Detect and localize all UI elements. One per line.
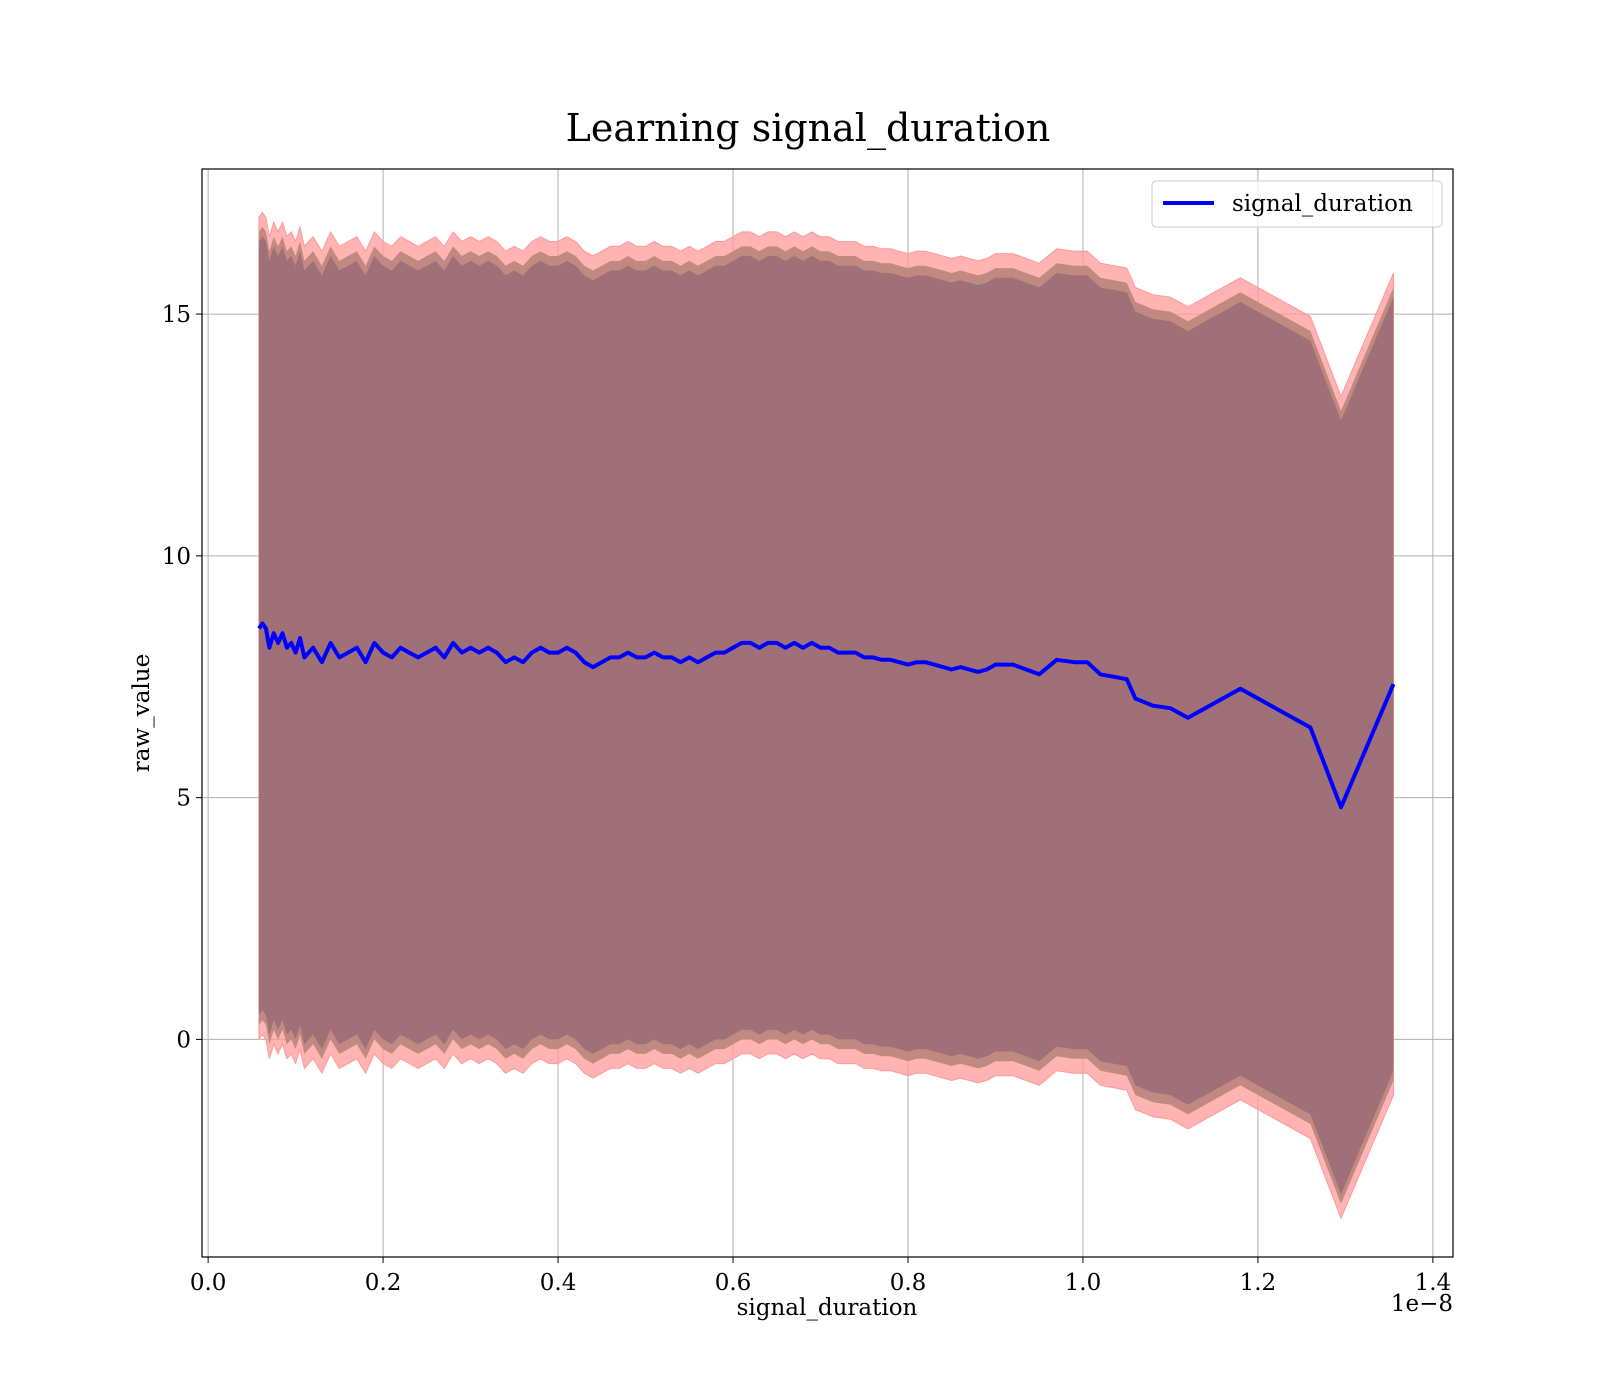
chart-title: Learning signal_duration — [566, 106, 1051, 151]
x-tick-label: 0.4 — [540, 1270, 577, 1296]
series-lines — [257, 621, 1396, 810]
y-tick-label: 10 — [162, 544, 191, 570]
legend-label: signal_duration — [1232, 191, 1413, 217]
x-tick-label: 1.0 — [1065, 1270, 1102, 1296]
x-tick-label: 1.4 — [1415, 1270, 1452, 1296]
x-tick-label: 0.8 — [890, 1270, 927, 1296]
confidence-bands — [258, 211, 1394, 1220]
x-tick-label: 0.0 — [190, 1270, 227, 1296]
y-axis-ticks: 0 5 10 15 — [162, 302, 202, 1053]
y-tick-label: 15 — [162, 302, 191, 328]
plot-frame — [201, 168, 1454, 1258]
y-tick-label: 5 — [176, 786, 191, 812]
y-tick-label: 0 — [176, 1027, 191, 1053]
x-tick-label: 0.2 — [365, 1270, 402, 1296]
x-tick-label: 0.6 — [715, 1270, 752, 1296]
legend: signal_duration — [1151, 180, 1443, 228]
x-axis-label: signal_duration — [737, 1295, 918, 1321]
x-axis-ticks: 0.0 0.2 0.4 0.6 0.8 1.0 1.2 1.4 — [190, 1257, 1451, 1296]
y-axis-label: raw_value — [129, 654, 155, 772]
x-tick-label: 1.2 — [1240, 1270, 1277, 1296]
x-offset-text: 1e−8 — [1391, 1291, 1453, 1317]
series-line-signal-duration — [257, 621, 1396, 810]
band-inner — [258, 236, 1394, 1195]
legend-box — [1151, 180, 1443, 228]
